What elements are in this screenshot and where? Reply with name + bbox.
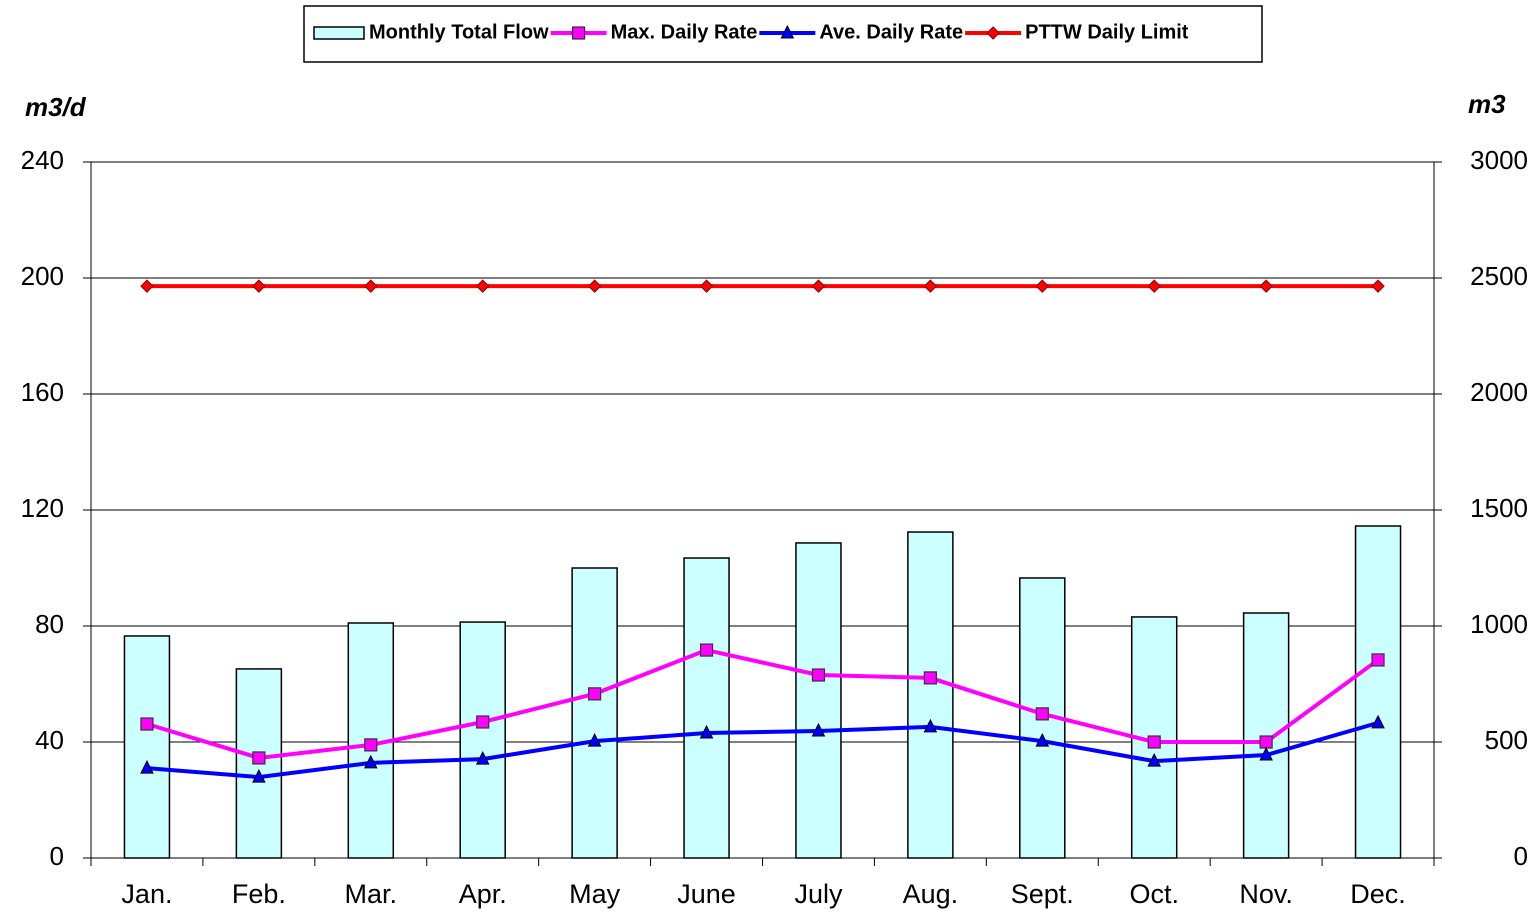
marker [252,751,266,765]
legend-marker [986,26,1000,40]
marker [363,754,378,769]
marker [811,668,826,682]
legend-marker [780,24,795,39]
x-tick-label: Sept. [1011,879,1074,909]
y2-tick-label: 1500 [1470,493,1528,523]
marker [588,687,602,701]
marker [364,279,378,293]
legend-label: Monthly Total Flow [369,21,549,43]
x-tick-label: July [794,879,843,909]
y2-tick-label: 500 [1485,725,1528,755]
legend-label: PTTW Daily Limit [1025,21,1189,43]
y-tick-label: 0 [50,841,64,871]
marker [923,671,937,685]
y2-axis-title: m3 [1468,89,1506,119]
marker [140,279,154,293]
marker [1259,735,1273,749]
marker [476,715,490,729]
y2-tick-label: 2500 [1470,261,1528,291]
bar [123,635,171,859]
legend-marker [572,26,586,40]
y-tick-label: 80 [35,609,64,639]
marker [1371,714,1385,729]
x-tick-label: Apr. [459,879,507,909]
x-tick-label: May [569,879,621,909]
x-tick-label: Jan. [121,879,172,909]
x-tick-label: Feb. [232,879,286,909]
marker [1035,279,1049,293]
marker [699,643,714,657]
marker [699,279,714,293]
y-axis-title: m3/d [25,92,87,122]
marker [475,750,490,765]
x-tick-label: June [677,879,736,909]
marker [364,738,378,752]
marker [140,759,154,774]
marker [587,279,602,293]
y2-tick-label: 0 [1514,841,1528,871]
legend-label: Max. Daily Rate [611,21,758,43]
bar [795,542,842,859]
y-tick-label: 120 [21,493,64,523]
line [146,720,1379,780]
marker [699,724,714,739]
x-tick-label: Nov. [1239,879,1293,909]
marker [923,718,938,733]
legend-label: Ave. Daily Rate [819,21,963,43]
marker [140,717,154,731]
marker [1371,653,1385,667]
marker [1147,735,1161,749]
marker [1259,279,1273,293]
marker [587,733,602,747]
marker [1035,733,1050,747]
y-tick-label: 160 [21,377,64,407]
bar [1354,525,1402,859]
y2-tick-label: 2000 [1470,377,1528,407]
marker [476,279,490,293]
y-tick-label: 40 [35,725,64,755]
line [146,647,1380,760]
bar [571,567,618,859]
y-tick-label: 200 [21,261,64,291]
marker [1147,753,1162,767]
y-tick-label: 240 [21,145,64,175]
y2-tick-label: 1000 [1470,609,1528,639]
marker [811,279,826,293]
marker [923,279,938,293]
marker [1035,707,1049,721]
marker [811,722,826,737]
marker [252,768,266,783]
x-tick-label: Oct. [1129,879,1179,909]
marker [1147,279,1161,293]
bar [683,557,730,859]
x-tick-label: Aug. [903,879,959,909]
marker [1371,279,1385,293]
bar [907,531,954,859]
x-tick-label: Mar. [345,879,398,909]
marker [252,279,266,293]
marker [1259,746,1273,761]
bar [459,621,506,859]
y2-tick-label: 3000 [1470,145,1528,175]
x-tick-label: Dec. [1350,879,1406,909]
legend-swatch [313,26,365,40]
